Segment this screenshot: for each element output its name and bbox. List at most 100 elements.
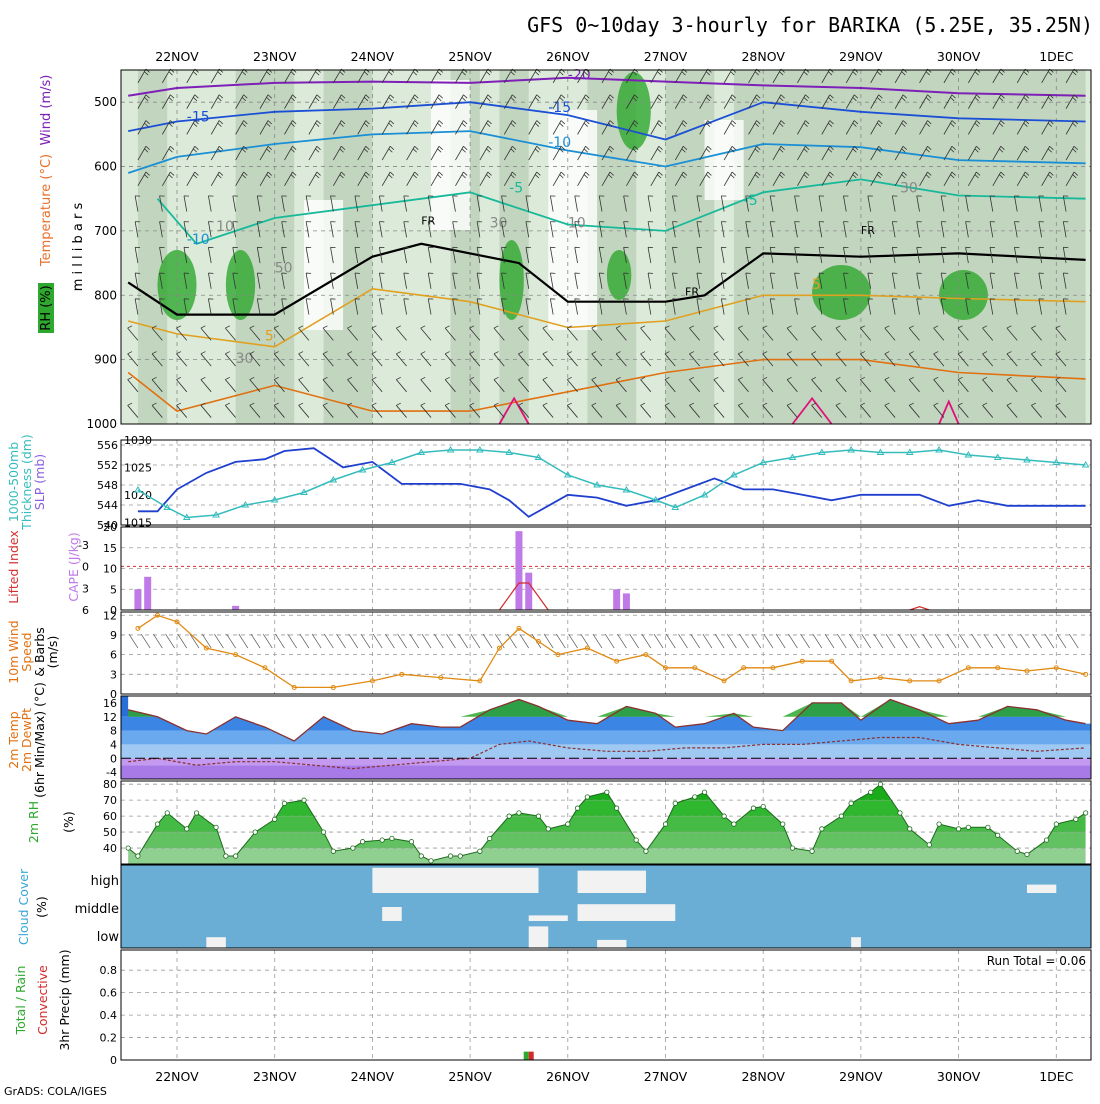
- cape-bar: [515, 531, 522, 610]
- y-tick-label: 16: [103, 697, 117, 710]
- cape-bar: [623, 593, 630, 610]
- rh-point: [937, 822, 941, 826]
- rh-moist-patch: [617, 72, 651, 150]
- panel-left-label: Convective: [35, 965, 50, 1035]
- rh-point: [536, 814, 540, 818]
- upper-left-label: RH (%): [39, 285, 54, 330]
- rh-band: [121, 832, 1091, 848]
- rh-point: [507, 814, 511, 818]
- x-tick-label-top: 29NOV: [839, 49, 883, 64]
- rh-point: [429, 859, 433, 863]
- cape-bar: [144, 577, 151, 610]
- panel-left-label: (%): [61, 811, 76, 833]
- contour-label: -5: [509, 180, 523, 196]
- rh-point: [995, 833, 999, 837]
- rh-point: [644, 849, 648, 853]
- rh-point: [448, 854, 452, 858]
- chart-title: GFS 0~10day 3-hourly for BARIKA (5.25E, …: [527, 13, 1093, 37]
- upper-air-panel: 5006007008009001000-20-15-15-10-10-5-5FR…: [38, 68, 1091, 431]
- x-tick-label-top: 23NOV: [253, 49, 297, 64]
- panel-left-label: (m/s): [45, 636, 60, 669]
- rh-point: [214, 825, 218, 829]
- rh-point: [351, 846, 355, 850]
- rh-point: [663, 822, 667, 826]
- rh-point: [185, 827, 189, 831]
- rh-point: [849, 801, 853, 805]
- rh-band: [236, 70, 295, 424]
- y-tick-label: 6: [110, 649, 117, 662]
- temp-band: [121, 731, 1091, 745]
- rh-moist-patch: [226, 250, 255, 320]
- rh-point: [761, 804, 765, 808]
- panel-background: [121, 950, 1091, 1060]
- rh-point: [1083, 811, 1087, 815]
- x-tick-label-top: 28NOV: [741, 49, 785, 64]
- cloud-clear-block: [382, 907, 402, 921]
- x-tick-label-top: 24NOV: [351, 49, 395, 64]
- cloud-clear-block: [372, 868, 538, 893]
- rh-point: [487, 836, 491, 840]
- rh-point: [956, 827, 960, 831]
- rh-point: [634, 838, 638, 842]
- rh-point: [732, 822, 736, 826]
- panel-left-label: (6hr Min/Max) (°C): [32, 682, 47, 798]
- contour-label: 30: [900, 180, 918, 196]
- y-tick-label: 552: [97, 459, 118, 472]
- rh-point: [233, 854, 237, 858]
- x-tick-label-top: 25NOV: [448, 49, 492, 64]
- panel-left-label: Cloud Cover: [16, 868, 31, 945]
- contour-label: -15: [187, 109, 210, 125]
- x-tick-label-bottom: 22NOV: [155, 1069, 199, 1084]
- contour-label: 30: [490, 216, 508, 232]
- x-tick-label-top: 27NOV: [644, 49, 688, 64]
- rh-point: [409, 839, 413, 843]
- cloud-clear-block: [851, 937, 861, 948]
- x-tick-label-bottom: 29NOV: [839, 1069, 883, 1084]
- temp-band: [121, 744, 1091, 758]
- x-tick-label-bottom: 23NOV: [253, 1069, 297, 1084]
- panel-left-label: Lifted Index: [6, 530, 21, 604]
- x-tick-label-bottom: 24NOV: [351, 1069, 395, 1084]
- upper-left-label: Temperature (°C): [39, 154, 54, 267]
- rh-point: [908, 827, 912, 831]
- rh-point: [751, 806, 755, 810]
- y-tick-label: 0.6: [100, 987, 118, 1000]
- cape-bar: [232, 606, 239, 610]
- panel-background: [121, 440, 1091, 525]
- y-tick-label: 12: [103, 609, 117, 622]
- y-tick-label: 700: [94, 224, 117, 238]
- cape-tick-label: 20: [103, 521, 117, 534]
- rh-point: [820, 827, 824, 831]
- y-tick-label: 8: [110, 725, 117, 738]
- contour-label: FR: [861, 224, 875, 237]
- rh-point: [136, 854, 140, 858]
- cloud-clear-block: [529, 926, 549, 948]
- rh-point: [898, 811, 902, 815]
- rh-point: [458, 854, 462, 858]
- panel-left-label: 2m RH: [26, 801, 41, 843]
- y-tick-label: 0.4: [100, 1009, 118, 1022]
- rh-point: [878, 782, 882, 786]
- li-tick-label: 6: [82, 604, 89, 617]
- contour-label: FR: [421, 214, 435, 227]
- rh-point: [546, 827, 550, 831]
- rh-point: [1025, 852, 1029, 856]
- y-tick-label: 1000: [86, 417, 117, 431]
- credit-label: GrADS: COLA/IGES: [4, 1085, 107, 1098]
- rh-point: [126, 846, 130, 850]
- panel-left-label: CAPE (J/kg): [66, 532, 81, 602]
- x-tick-label-bottom: 27NOV: [644, 1069, 688, 1084]
- rh-point: [253, 830, 257, 834]
- rh-point: [419, 854, 423, 858]
- rh-point: [1074, 817, 1078, 821]
- rh-point: [585, 795, 589, 799]
- rh-point: [224, 854, 228, 858]
- x-tick-label-bottom: 25NOV: [448, 1069, 492, 1084]
- rh-band: [121, 848, 1091, 864]
- rh-point: [927, 843, 931, 847]
- upper-left-label: Wind (m/s): [39, 75, 54, 146]
- rh-point: [614, 806, 618, 810]
